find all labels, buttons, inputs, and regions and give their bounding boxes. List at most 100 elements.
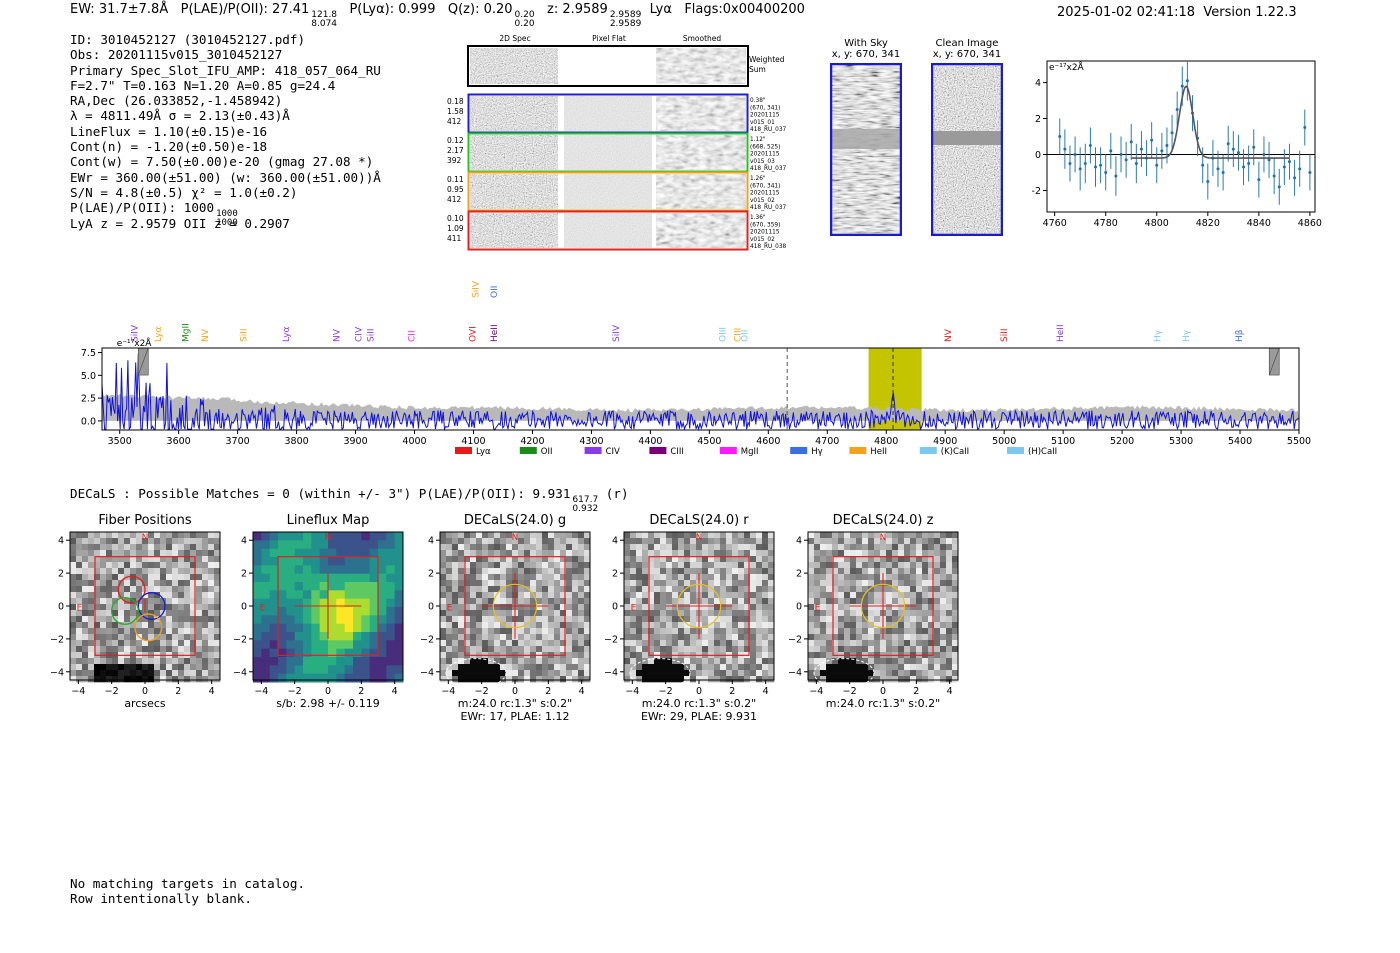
panel-pixel: [856, 664, 863, 671]
lineflux-pixel: [253, 590, 262, 600]
panel-pixel: [476, 658, 483, 665]
panel-pixel: [500, 634, 507, 641]
panel-pixel: [720, 634, 727, 641]
lineflux-pixel: [378, 573, 387, 583]
panel-y-tick-label: 4: [428, 536, 434, 547]
panel-pixel: [518, 532, 525, 539]
spectrum-x-tick-label: 4800: [874, 436, 898, 447]
spectral-line-label: CIII: [734, 328, 744, 342]
panel-pixel: [826, 574, 833, 581]
panel-pixel: [910, 562, 917, 569]
spectrum-x-tick-label: 3800: [284, 436, 308, 447]
panel-pixel: [892, 604, 899, 611]
panel-pixel: [850, 586, 857, 593]
panel-pixel: [506, 562, 513, 569]
panel-pixel: [566, 550, 573, 557]
panel-pixel: [898, 568, 905, 575]
cutout-grid: 2D Spec Pixel Flat Smoothed Weighted Sum…: [447, 34, 787, 251]
legend-label: CIV: [606, 447, 620, 457]
panel-pixel: [554, 598, 561, 605]
panel-pixel: [440, 652, 447, 659]
panel-pixel: [874, 604, 881, 611]
panel-pixel: [566, 646, 573, 653]
panel-pixel: [630, 628, 637, 635]
lineflux-pixel: [286, 540, 296, 550]
panel-pixel: [464, 556, 471, 563]
clean-image-coord: x, y: 670, 341: [932, 49, 1002, 60]
panel-pixel: [642, 670, 649, 677]
panel-pixel: [690, 538, 697, 545]
panel-pixel: [946, 676, 953, 683]
panel-pixel: [94, 544, 101, 551]
panel-pixel: [762, 616, 769, 623]
panel-pixel: [880, 658, 887, 665]
panel-pixel: [500, 610, 507, 617]
panel-pixel: [696, 556, 703, 563]
panel-pixel: [506, 604, 513, 611]
panel-pixel: [518, 676, 525, 683]
legend-swatch: [455, 447, 472, 454]
panel-pixel: [452, 568, 459, 575]
panel-pixel: [814, 664, 821, 671]
panel-pixel: [94, 586, 101, 593]
lineflux-pixel: [336, 540, 346, 550]
panel-pixel: [94, 538, 101, 545]
panel-pixel: [910, 538, 917, 545]
panel-pixel: [952, 544, 959, 551]
legend-label: CIII: [670, 447, 683, 457]
panel-pixel: [916, 622, 923, 629]
lineflux-pixel: [286, 657, 296, 666]
nearby-source-ellipse: [445, 658, 507, 688]
panel-caption: arcsecs: [124, 697, 166, 710]
info-plae-text: P(LAE)/P(OII): 1000: [70, 200, 215, 216]
panel-pixel: [820, 664, 827, 671]
panel-pixel: [850, 544, 857, 551]
panel-pixel: [214, 568, 221, 575]
panel-pixel: [584, 574, 591, 581]
panel-pixel: [708, 676, 715, 683]
panel-pixel: [470, 592, 477, 599]
panel-pixel: [458, 652, 465, 659]
panel-pixel: [100, 580, 107, 587]
legend-swatch: [919, 447, 937, 454]
panel-pixel: [744, 646, 751, 653]
clean-image-label: Clean Image: [935, 38, 999, 49]
panel-pixel: [536, 634, 543, 641]
panel-pixel: [166, 628, 173, 635]
panel-pixel: [154, 646, 161, 653]
panel-pixel: [566, 580, 573, 587]
panel-pixel: [112, 556, 119, 563]
panel-pixel: [762, 622, 769, 629]
panel-pixel: [118, 574, 125, 581]
lineflux-pixel: [344, 590, 354, 600]
panel-pixel: [172, 556, 179, 563]
panel-pixel: [904, 598, 911, 605]
panel-pixel: [910, 676, 917, 683]
lineflux-pixel: [328, 615, 337, 625]
panel-pixel: [952, 676, 959, 683]
panel-pixel: [196, 628, 203, 635]
panel-pixel: [910, 550, 917, 557]
panel-pixel: [578, 652, 585, 659]
panel-pixel: [130, 658, 137, 665]
panel-pixel: [464, 580, 471, 587]
panel-pixel: [208, 568, 215, 575]
panel-pixel: [850, 538, 857, 545]
panel-pixel: [100, 556, 107, 563]
panel-pixel: [100, 538, 107, 545]
panel-pixel: [880, 568, 887, 575]
zoom-x-tick-label: 4800: [1145, 218, 1169, 229]
panel-pixel: [862, 622, 869, 629]
panel-pixel: [850, 622, 857, 629]
panel-pixel: [708, 640, 715, 647]
panel-pixel: [750, 574, 757, 581]
panel-pixel: [690, 598, 697, 605]
panel-pixel: [542, 610, 549, 617]
panel-pixel: [886, 634, 893, 641]
panel-pixel: [768, 670, 775, 677]
panel-y-tick-label: −4: [788, 667, 802, 678]
panel-pixel: [630, 652, 637, 659]
detection-info: ID: 3010452127 (3010452127.pdf) Obs: 202…: [70, 32, 381, 231]
panel-pixel: [530, 670, 537, 677]
east-label: E: [260, 604, 266, 614]
